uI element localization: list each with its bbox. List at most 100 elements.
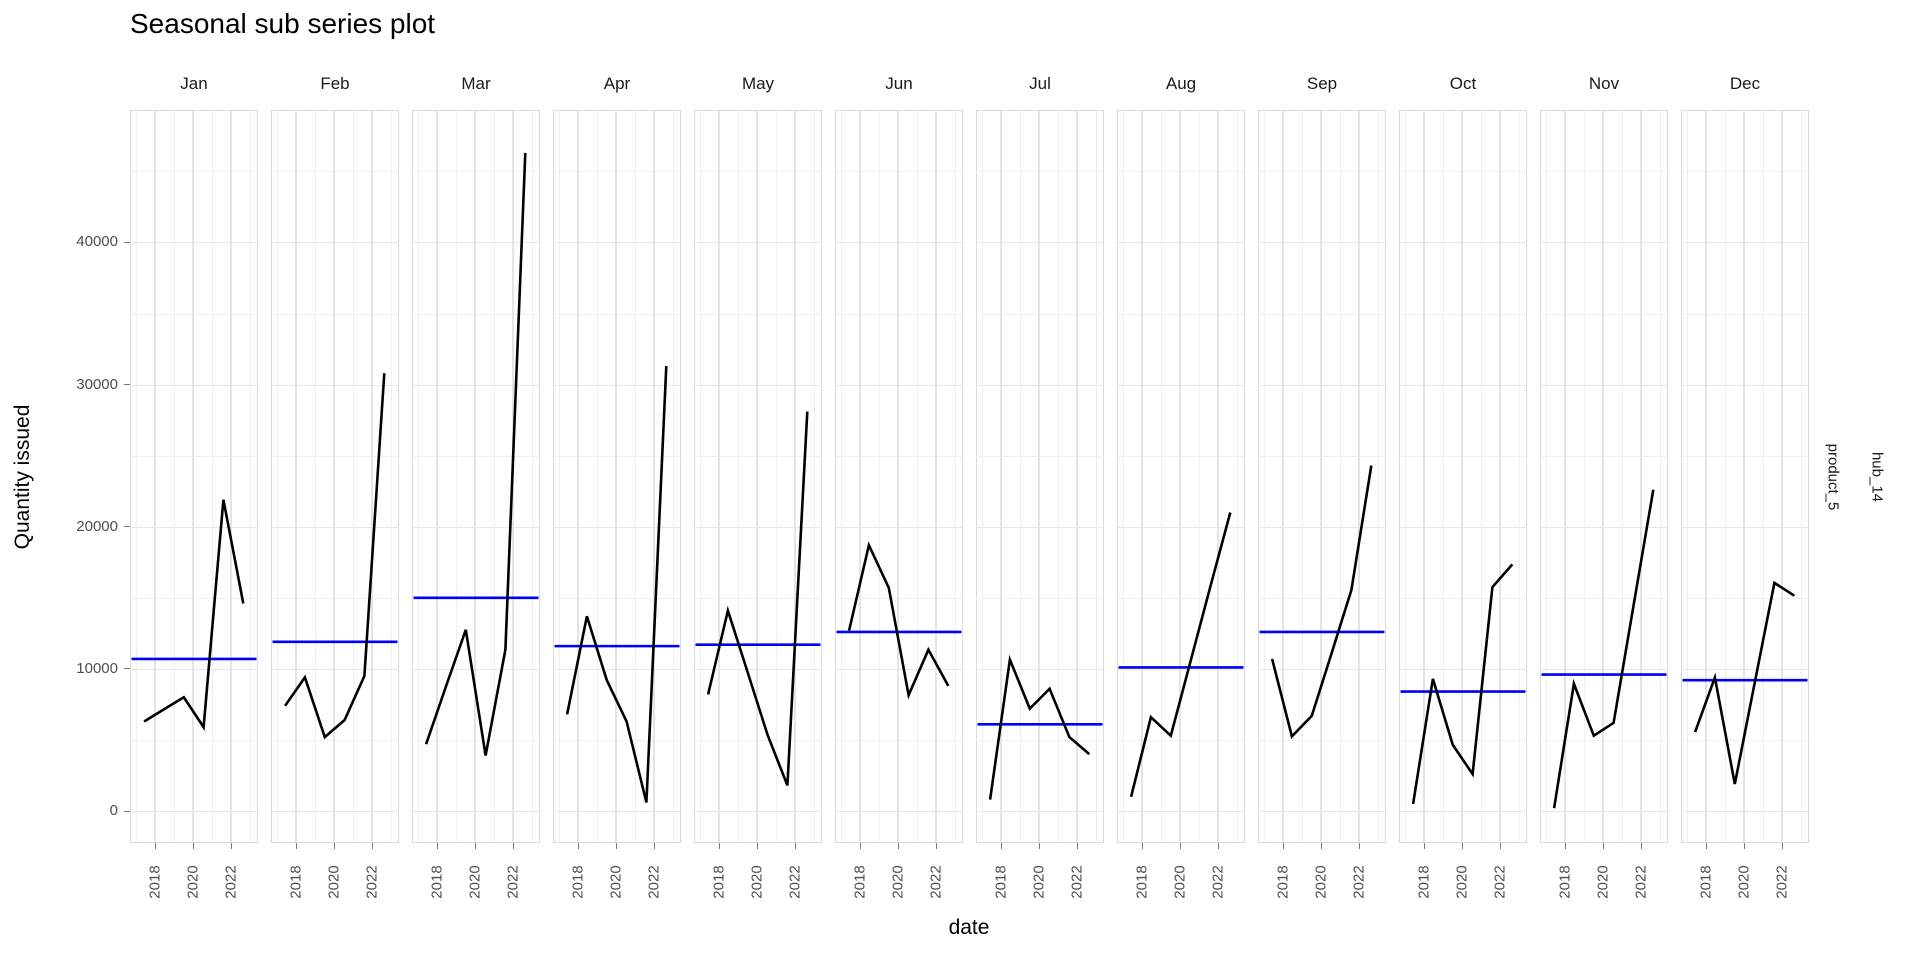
x-tick-mark	[1781, 843, 1783, 849]
x-tick-label: 2020	[748, 865, 766, 899]
v-gridline-minor	[917, 110, 918, 843]
h-gridline-minor	[1258, 455, 1386, 457]
h-gridline-minor	[130, 597, 258, 599]
facet-label-jul: Jul	[1029, 74, 1051, 93]
h-gridline-minor	[271, 739, 399, 741]
series-line	[284, 373, 386, 740]
x-tick-mark	[1358, 843, 1360, 849]
h-gridline-major	[1258, 384, 1386, 386]
h-gridline-major	[976, 668, 1104, 670]
x-tick-label: 2022	[927, 865, 945, 899]
h-gridline-major	[1117, 811, 1245, 812]
v-gridline-minor	[776, 110, 777, 843]
h-gridline-minor	[835, 739, 963, 741]
h-gridline-minor	[553, 171, 681, 173]
v-gridline-major	[653, 110, 655, 843]
v-gridline-major	[1076, 110, 1078, 843]
h-gridline-minor	[553, 739, 681, 741]
v-gridline-minor	[1340, 110, 1341, 843]
h-gridline-major	[1399, 384, 1527, 386]
h-gridline-major	[553, 526, 681, 528]
facet-panel-sep	[1258, 110, 1386, 843]
v-gridline-major	[230, 110, 232, 843]
h-gridline-major	[130, 384, 258, 386]
x-tick-mark	[615, 843, 617, 849]
facet-plot-nov	[1541, 489, 1667, 809]
x-tick-mark	[333, 843, 335, 849]
h-gridline-major	[1540, 811, 1668, 812]
v-gridline-minor	[1237, 110, 1238, 843]
h-gridline-minor	[976, 739, 1104, 741]
series-line	[988, 654, 1091, 800]
h-gridline-major	[835, 242, 963, 244]
h-gridline-major	[694, 526, 822, 528]
x-tick-label: 2020	[1312, 865, 1330, 899]
h-gridline-minor	[412, 313, 540, 315]
h-gridline-minor	[553, 455, 681, 457]
h-gridline-major	[553, 384, 681, 386]
v-gridline-minor	[1660, 110, 1661, 843]
series-line	[143, 499, 245, 731]
x-tick-label: 2022	[363, 865, 381, 899]
facet-label-nov: Nov	[1588, 74, 1620, 93]
v-gridline-minor	[315, 110, 316, 843]
h-gridline-major	[1540, 242, 1668, 244]
h-gridline-minor	[271, 313, 399, 315]
h-gridline-major	[1540, 526, 1668, 528]
x-tick-label: 2020	[325, 865, 343, 899]
x-tick-label: 2018	[146, 865, 164, 899]
h-gridline-major	[1540, 668, 1668, 670]
x-tick-label: 2022	[1350, 865, 1368, 899]
h-gridline-major	[835, 811, 963, 812]
v-gridline-minor	[1161, 110, 1162, 843]
x-tick-mark	[897, 843, 899, 849]
v-gridline-major	[1743, 110, 1745, 843]
x-tick-mark	[1640, 843, 1642, 849]
h-gridline-major	[130, 668, 258, 670]
v-gridline-major	[756, 110, 758, 843]
facet-panel-oct	[1399, 110, 1527, 843]
v-gridline-minor	[136, 110, 137, 843]
h-gridline-major	[1117, 668, 1245, 670]
h-gridline-minor	[1681, 171, 1809, 173]
x-tick-label: 2020	[1030, 865, 1048, 899]
v-gridline-minor	[532, 110, 533, 843]
x-tick-mark	[371, 843, 373, 849]
h-gridline-minor	[271, 455, 399, 457]
h-gridline-minor	[694, 455, 822, 457]
x-tick-mark	[1705, 843, 1707, 849]
v-gridline-minor	[494, 110, 495, 843]
v-gridline-minor	[353, 110, 354, 843]
h-gridline-major	[1117, 526, 1245, 528]
h-gridline-major	[412, 811, 540, 812]
h-gridline-minor	[1117, 739, 1245, 741]
h-gridline-major	[1258, 668, 1386, 670]
h-gridline-major	[976, 384, 1104, 386]
h-gridline-minor	[1117, 171, 1245, 173]
h-gridline-minor	[1681, 597, 1809, 599]
facet-plot-jun	[836, 541, 962, 700]
h-gridline-minor	[130, 739, 258, 741]
v-gridline-major	[192, 110, 194, 843]
x-tick-mark	[1179, 843, 1181, 849]
x-tick-label: 2022	[1491, 865, 1509, 899]
h-gridline-major	[412, 526, 540, 528]
h-gridline-minor	[1258, 739, 1386, 741]
h-gridline-minor	[1117, 597, 1245, 599]
v-gridline-minor	[1123, 110, 1124, 843]
h-gridline-minor	[271, 171, 399, 173]
facet-label-sep: Sep	[1306, 74, 1338, 93]
x-tick-mark	[1038, 843, 1040, 849]
facet-label-jan: Jan	[180, 74, 208, 93]
x-tick-label: 2020	[1171, 865, 1189, 899]
h-gridline-major	[1117, 384, 1245, 386]
v-gridline-minor	[1378, 110, 1379, 843]
h-gridline-major	[976, 811, 1104, 812]
h-gridline-minor	[130, 313, 258, 315]
x-tick-mark	[653, 843, 655, 849]
x-tick-mark	[192, 843, 194, 849]
h-gridline-minor	[694, 739, 822, 741]
h-gridline-major	[1399, 811, 1527, 812]
v-gridline-minor	[814, 110, 815, 843]
facet-label-dec: Dec	[1729, 74, 1761, 93]
